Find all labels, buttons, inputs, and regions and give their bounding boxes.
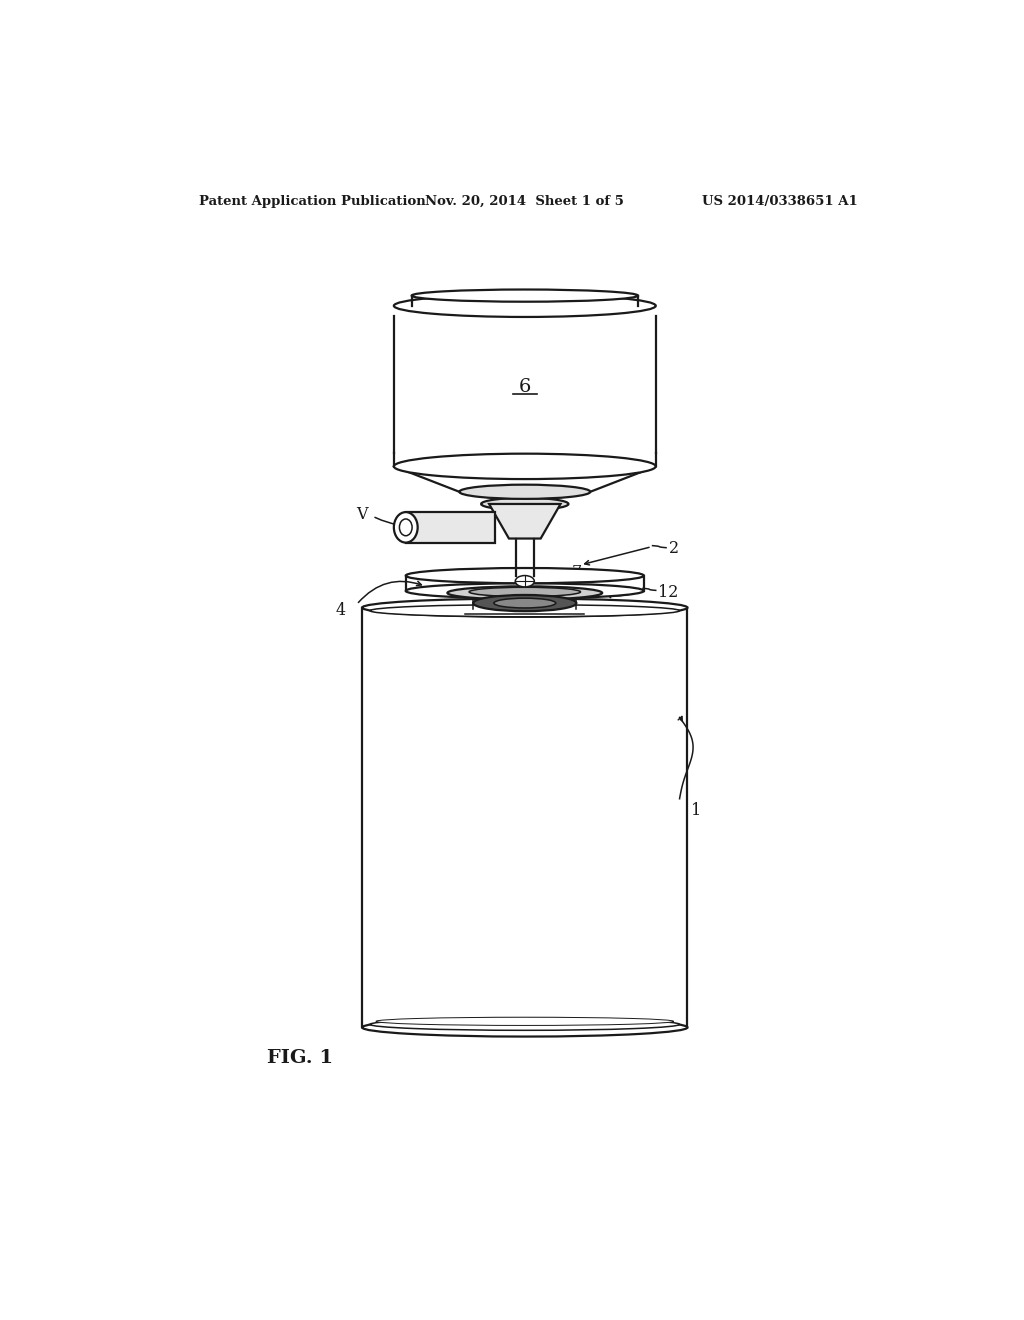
Text: Patent Application Publication: Patent Application Publication [200, 194, 426, 207]
Text: 7: 7 [571, 564, 582, 581]
Ellipse shape [412, 289, 638, 302]
Text: 6: 6 [518, 378, 531, 396]
Ellipse shape [362, 598, 687, 616]
Ellipse shape [406, 583, 644, 598]
Polygon shape [489, 504, 560, 539]
Ellipse shape [399, 519, 412, 536]
Ellipse shape [460, 484, 590, 499]
Ellipse shape [469, 587, 581, 597]
Ellipse shape [370, 1019, 680, 1031]
Text: US 2014/0338651 A1: US 2014/0338651 A1 [702, 194, 858, 207]
Ellipse shape [447, 586, 602, 599]
Polygon shape [406, 512, 495, 543]
Ellipse shape [362, 1018, 687, 1036]
Ellipse shape [394, 454, 655, 479]
Ellipse shape [494, 598, 556, 609]
Ellipse shape [481, 498, 568, 510]
Text: 1: 1 [691, 803, 701, 820]
Ellipse shape [406, 568, 644, 583]
Ellipse shape [473, 595, 577, 611]
Text: 12: 12 [658, 583, 679, 601]
Ellipse shape [515, 576, 535, 587]
Text: Nov. 20, 2014  Sheet 1 of 5: Nov. 20, 2014 Sheet 1 of 5 [425, 194, 625, 207]
Ellipse shape [370, 605, 680, 616]
Text: 2: 2 [669, 540, 679, 557]
Ellipse shape [394, 512, 418, 543]
Text: 4: 4 [336, 602, 346, 619]
Text: FIG. 1: FIG. 1 [267, 1049, 333, 1067]
Ellipse shape [376, 1018, 674, 1026]
Text: 3: 3 [651, 601, 663, 618]
Ellipse shape [394, 294, 655, 317]
Text: V: V [356, 506, 368, 523]
